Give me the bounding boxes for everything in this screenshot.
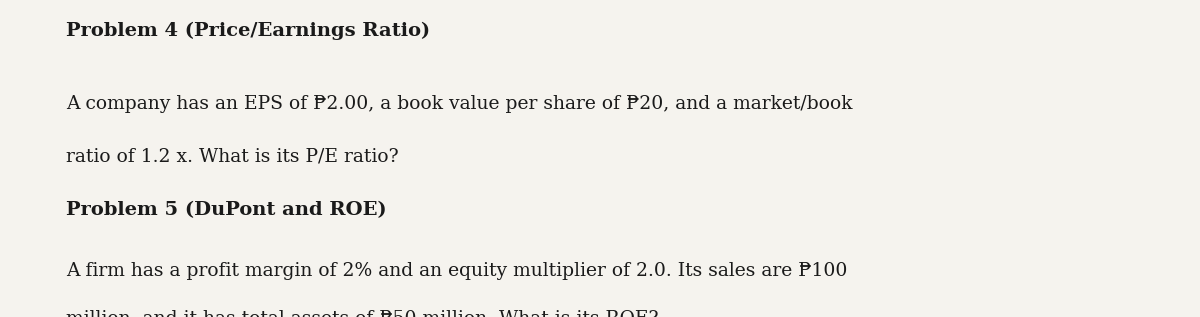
Text: Problem 5 (DuPont and ROE): Problem 5 (DuPont and ROE) — [66, 201, 386, 219]
Text: ratio of 1.2 x. What is its P/E ratio?: ratio of 1.2 x. What is its P/E ratio? — [66, 147, 398, 165]
Text: A firm has a profit margin of 2% and an equity multiplier of 2.0. Its sales are : A firm has a profit margin of 2% and an … — [66, 262, 847, 280]
Text: million, and it has total assets of ₱50 million. What is its ROE?: million, and it has total assets of ₱50 … — [66, 309, 659, 317]
Text: Problem 4 (Price/Earnings Ratio): Problem 4 (Price/Earnings Ratio) — [66, 22, 430, 41]
Text: A company has an EPS of ₱2.00, a book value per share of ₱20, and a market/book: A company has an EPS of ₱2.00, a book va… — [66, 95, 852, 113]
